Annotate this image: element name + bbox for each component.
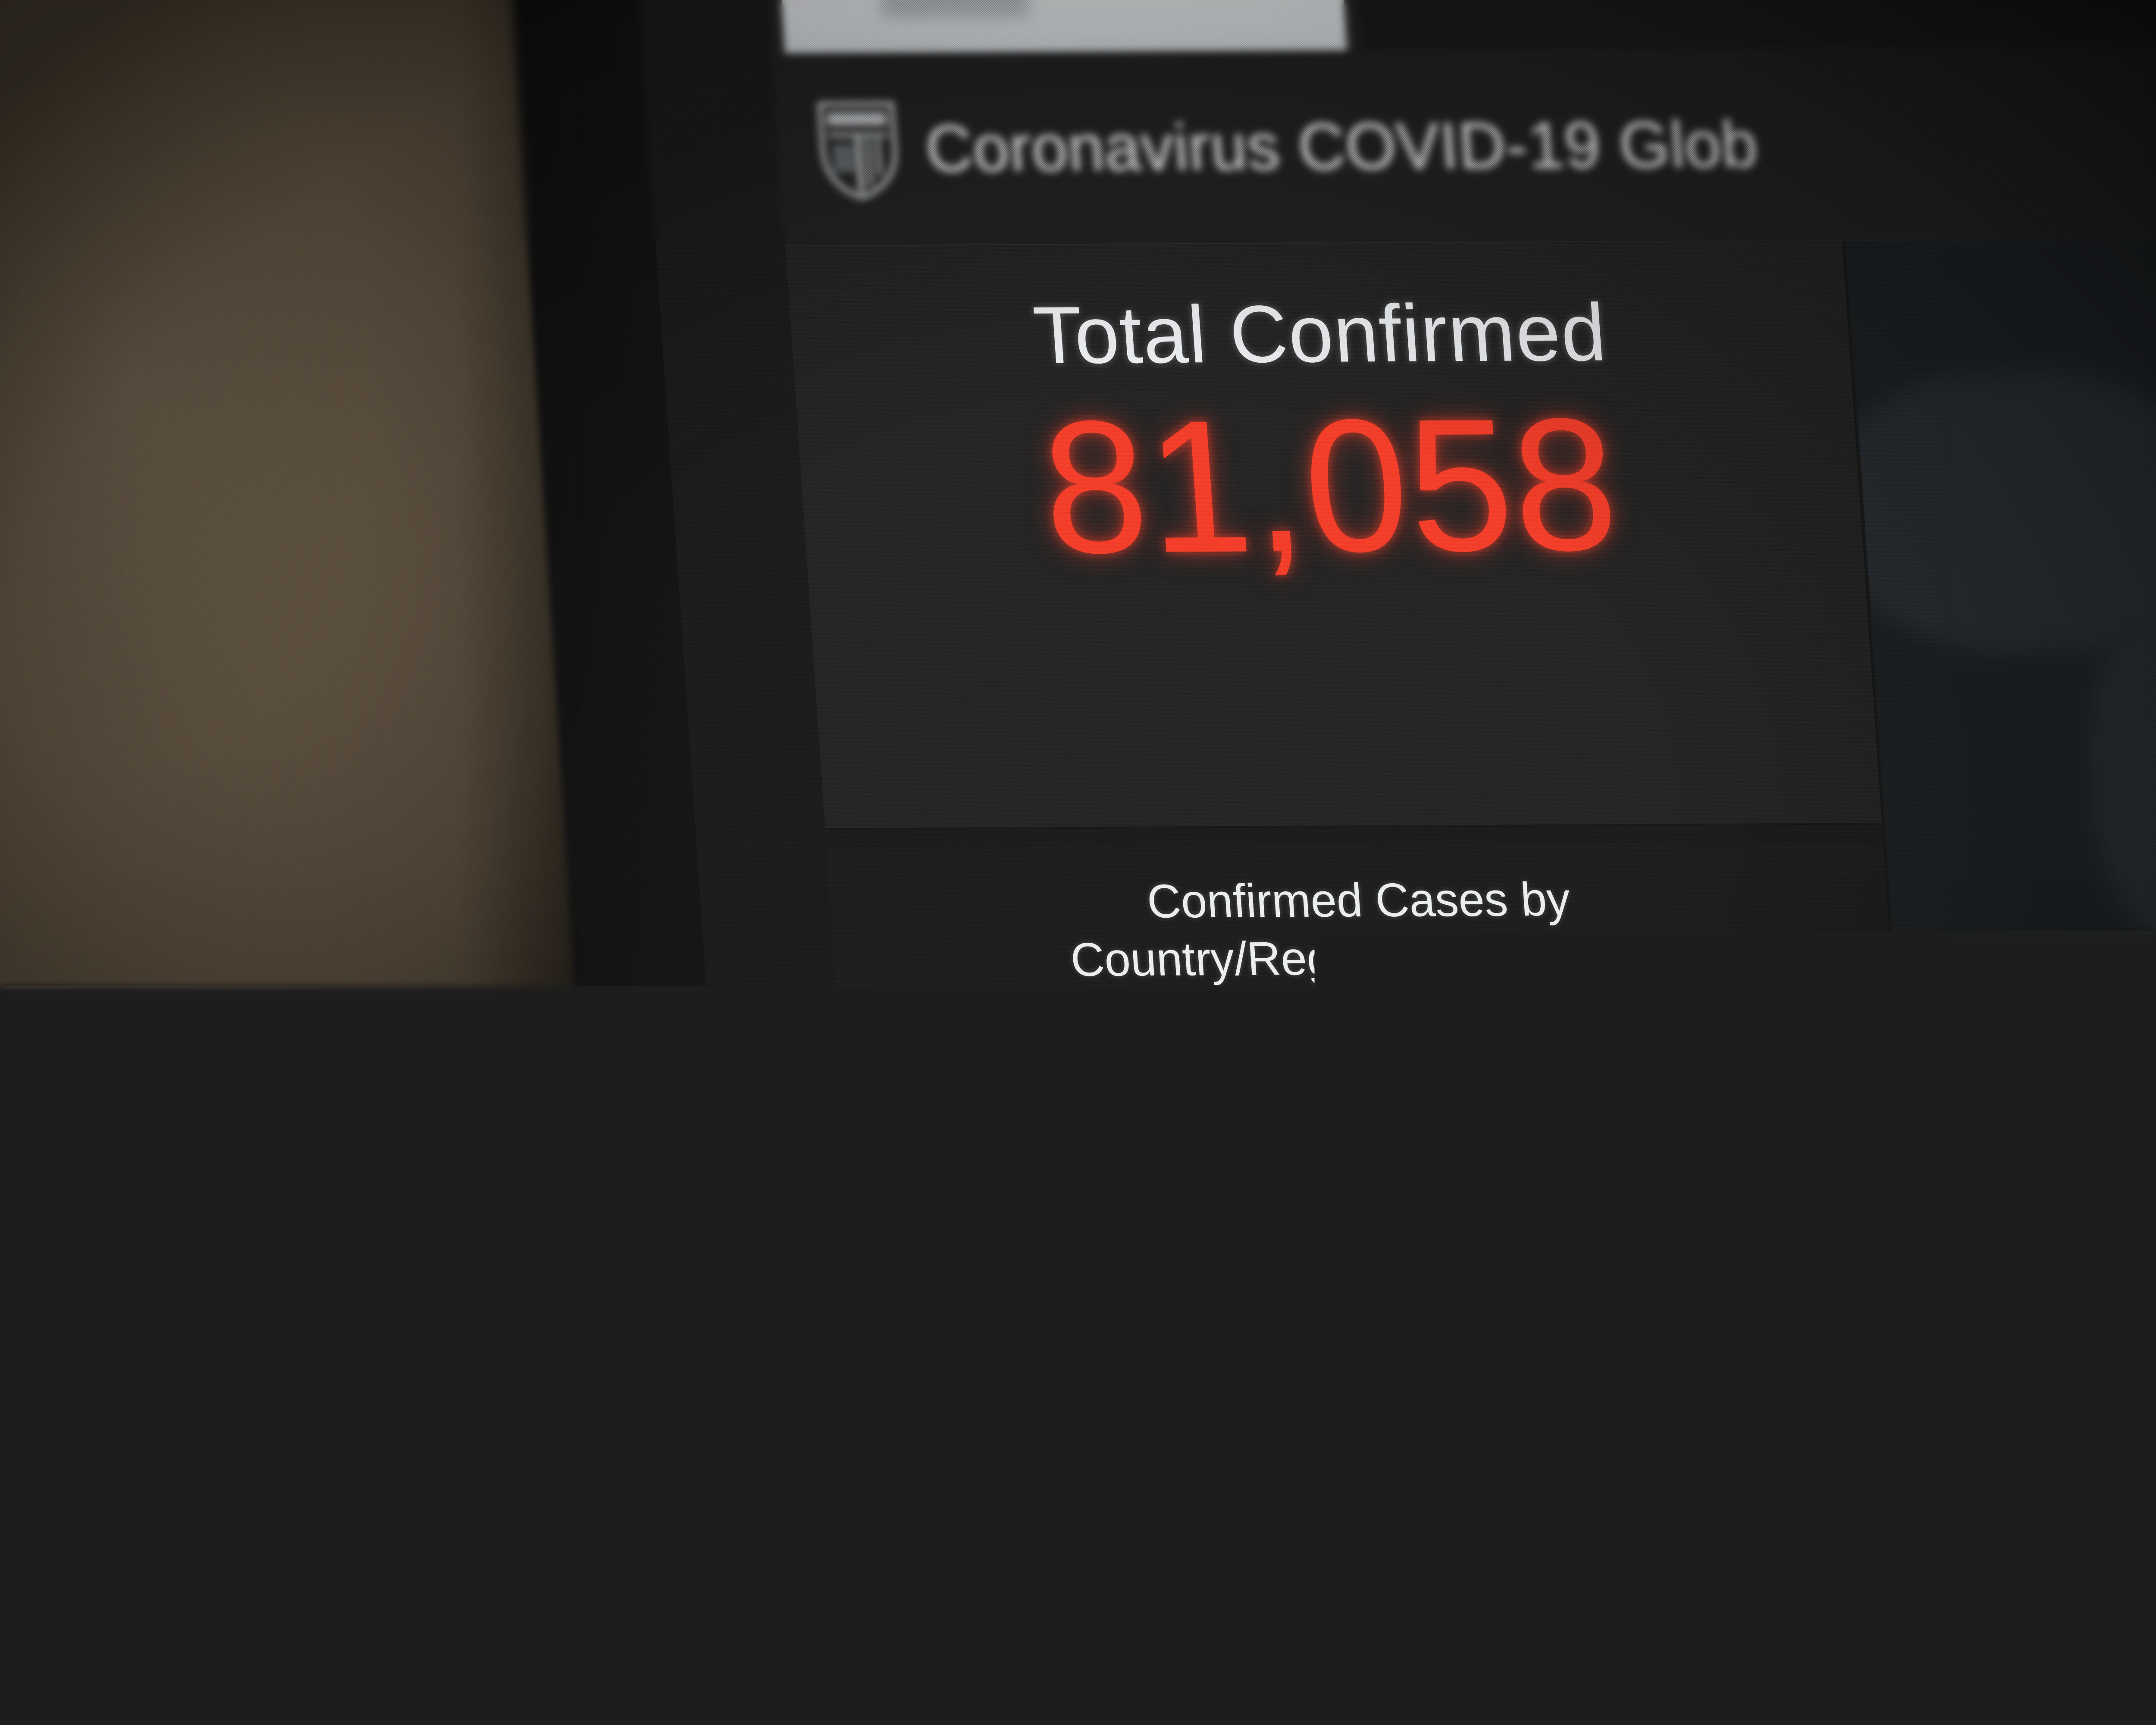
country-name: Spain bbox=[1184, 1463, 1318, 1524]
country-list-title-line2: Country/Region/Sovereignty bbox=[897, 927, 1828, 989]
country-case-count: 5,743 bbox=[892, 1464, 1173, 1525]
country-name: Iran bbox=[1174, 1323, 1266, 1383]
browser-address-bar[interactable] bbox=[880, 0, 1029, 18]
country-row[interactable]: 14,991 Iran bbox=[856, 1280, 1923, 1426]
country-row[interactable]: 27,980 Italy bbox=[847, 1139, 1913, 1285]
jhu-shield-logo bbox=[814, 98, 903, 200]
total-confirmed-value: 81,058 bbox=[1037, 390, 1623, 582]
country-row[interactable]: 5,743 Spain bbox=[866, 1421, 1932, 1566]
country-list-title-line1: Confirmed Cases by bbox=[893, 869, 1824, 932]
case-marker-dot[interactable] bbox=[2116, 1547, 2156, 1600]
screen-surface: Coronavirus COVID-19 Glob Total Confirme… bbox=[617, 0, 2156, 1725]
monitor-screen: Coronavirus COVID-19 Glob Total Confirme… bbox=[617, 0, 2156, 1725]
landmass-shape bbox=[1970, 1051, 2156, 1447]
country-list[interactable]: 81,032 China 27,980 Italy 14,991 Iran 5,743 Spa… bbox=[837, 999, 1932, 1566]
country-case-count: 27,980 bbox=[873, 1183, 1154, 1245]
confirmed-cases-by-country-panel: Confirmed Cases by Country/Region/Sovere… bbox=[827, 842, 1957, 1725]
country-name: Italy bbox=[1164, 1182, 1262, 1243]
total-confirmed-card: Total Confirmed 81,058 bbox=[785, 241, 1883, 830]
photo-scene: Coronavirus COVID-19 Glob Total Confirme… bbox=[0, 0, 2156, 1725]
country-name: China bbox=[1155, 1042, 1292, 1102]
landmass-shape bbox=[1846, 371, 2156, 654]
dashboard-header: Coronavirus COVID-19 Glob bbox=[772, 43, 2156, 246]
country-case-count: 14,991 bbox=[883, 1324, 1163, 1385]
country-case-count: 81,032 bbox=[864, 1043, 1144, 1104]
total-confirmed-label: Total Confirmed bbox=[1031, 286, 1610, 382]
country-list-title: Confirmed Cases by Country/Region/Sovere… bbox=[827, 842, 1894, 1005]
country-row[interactable]: 81,032 China bbox=[837, 999, 1903, 1145]
page-title: Coronavirus COVID-19 Glob bbox=[923, 106, 1761, 186]
